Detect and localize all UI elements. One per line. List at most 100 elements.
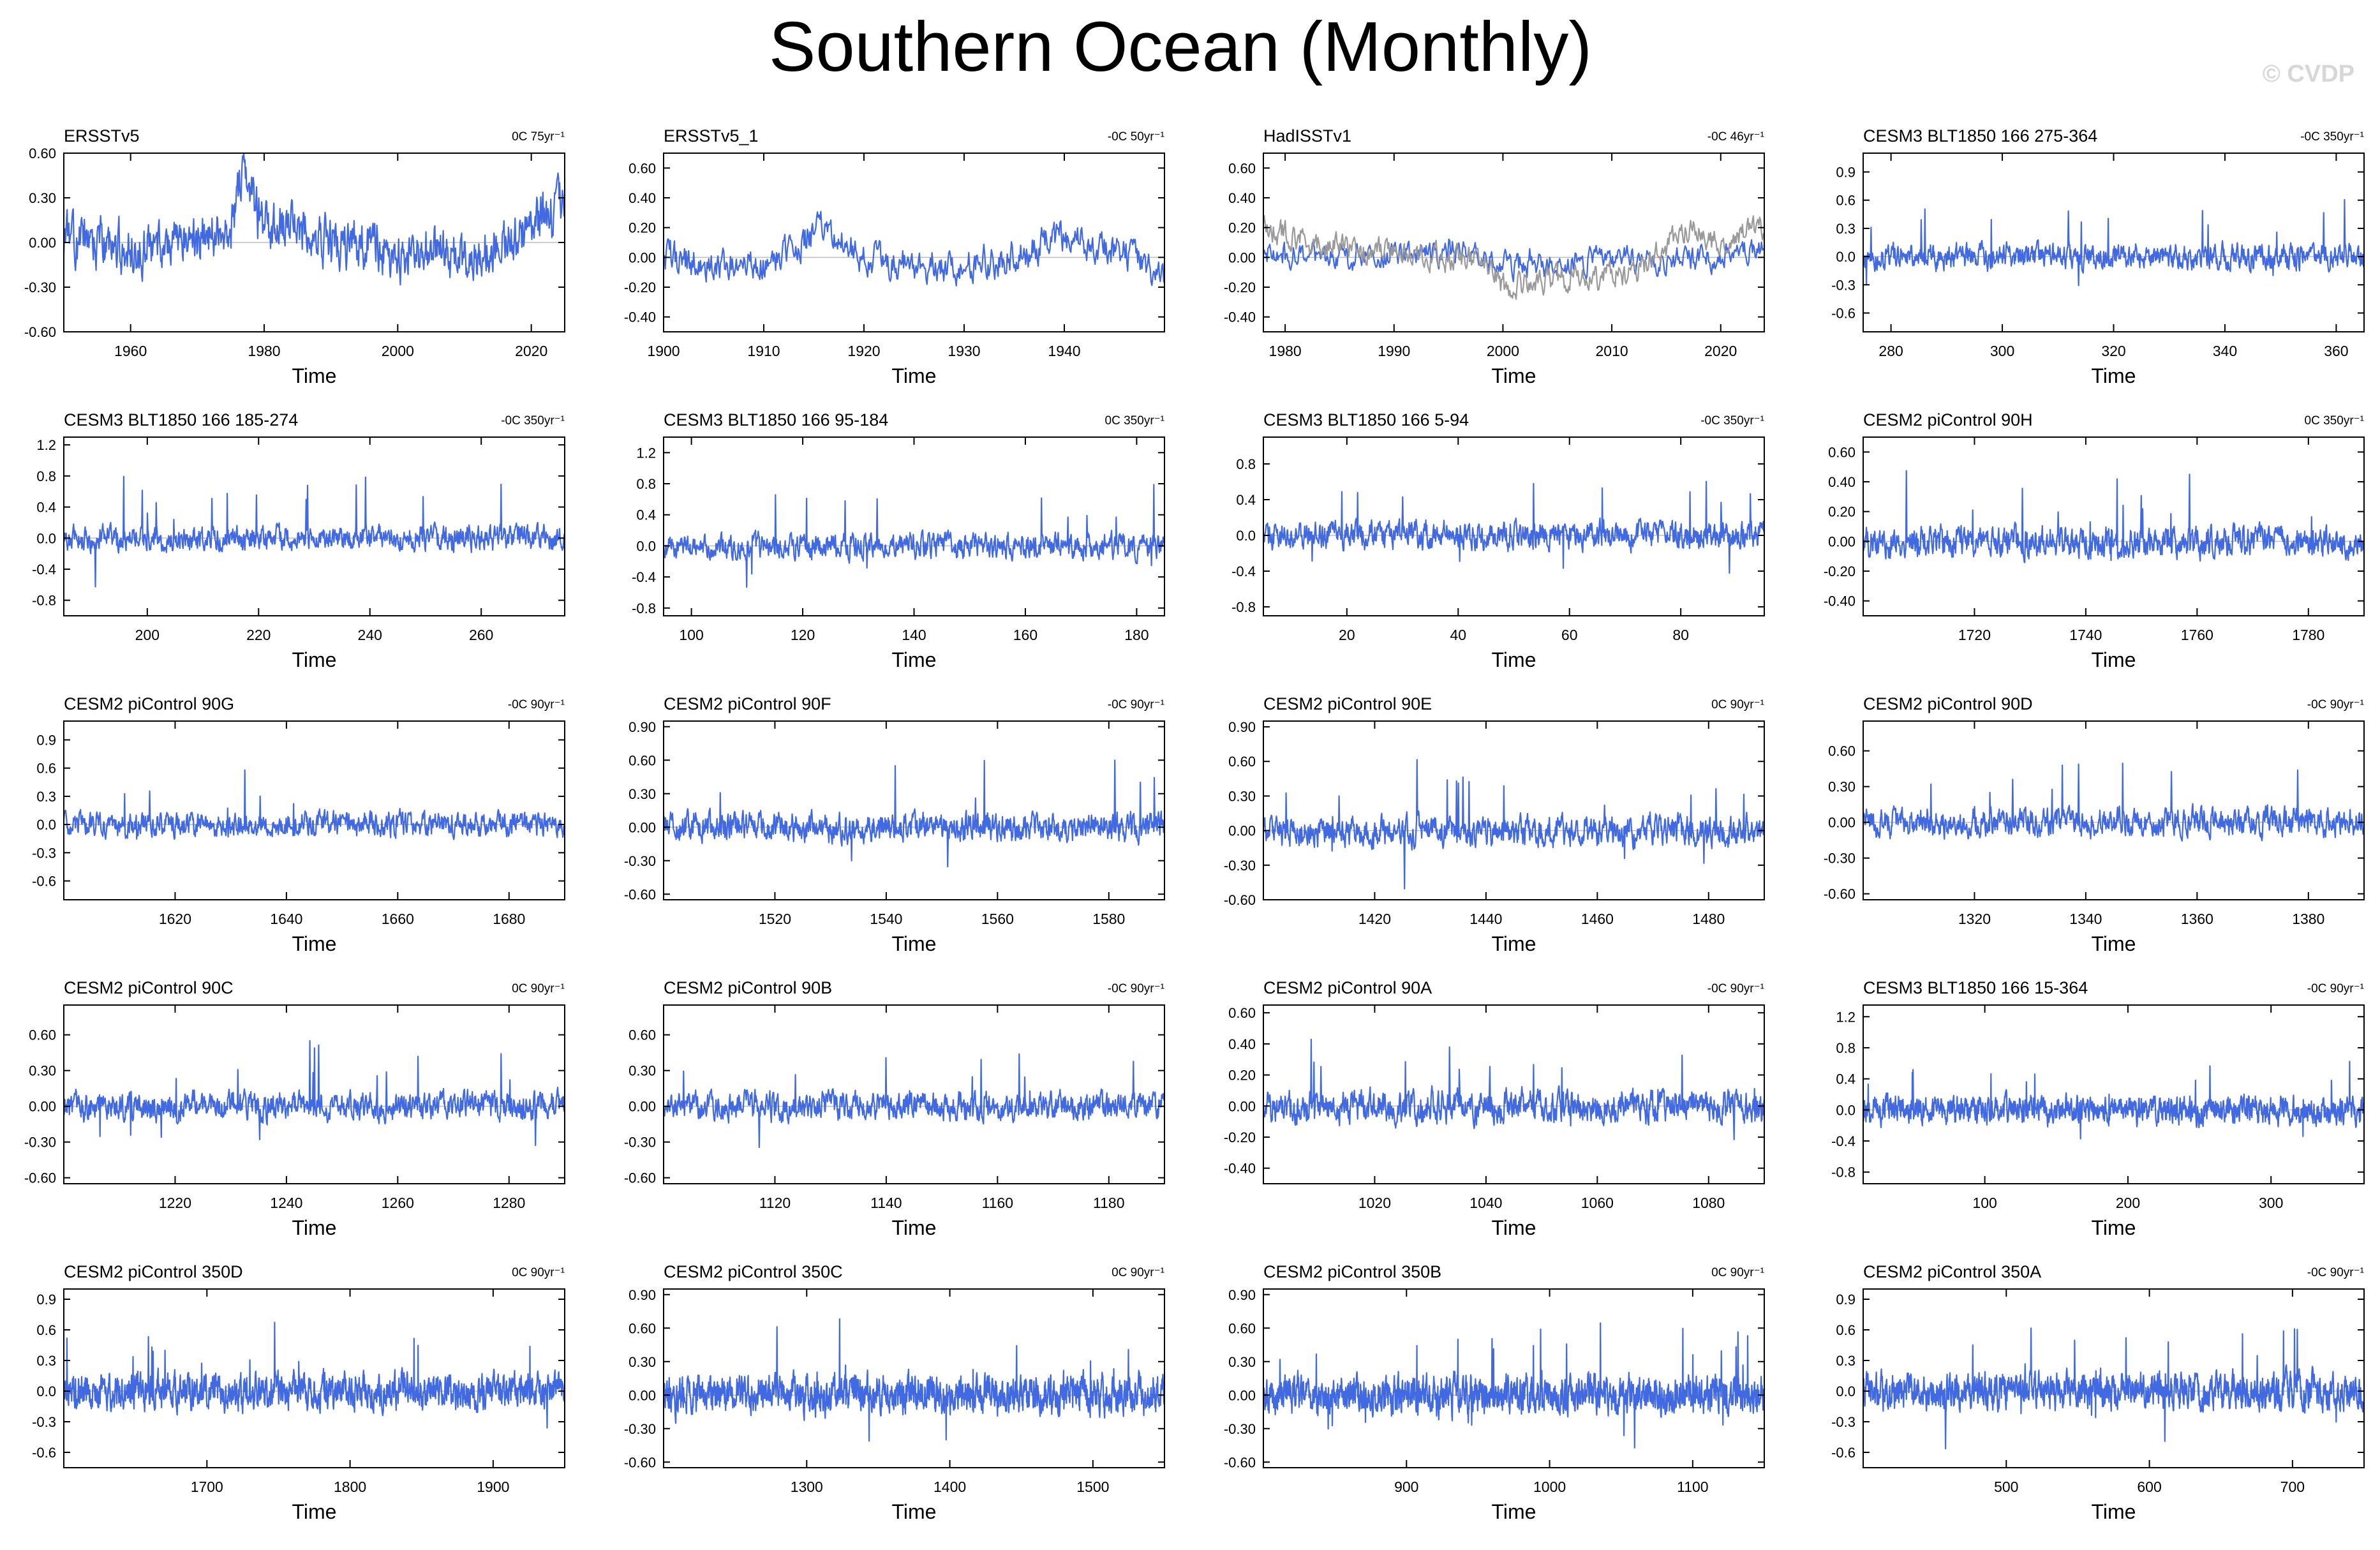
x-axis-label: Time (292, 364, 337, 387)
x-tick-label: 2000 (382, 343, 414, 359)
series-line (63, 475, 565, 588)
x-axis-label: Time (1492, 1216, 1536, 1239)
plot-frame (1263, 720, 1765, 900)
y-tick-label: 0.60 (628, 1027, 656, 1043)
y-tick-label: 0.9 (1836, 164, 1856, 180)
y-tick-label: 0.20 (1228, 1068, 1256, 1084)
y-tick-label: 0.6 (36, 1322, 56, 1338)
x-tick-label: 1300 (791, 1479, 823, 1495)
y-tick-label: 0.8 (36, 468, 56, 484)
y-tick-label: 0.00 (628, 250, 656, 265)
plot-frame (63, 1004, 565, 1184)
x-tick-label: 700 (2280, 1479, 2305, 1495)
x-tick-label: 1930 (948, 343, 980, 359)
y-tick-label: 0.9 (36, 1292, 56, 1308)
series-line (1262, 1322, 1766, 1449)
x-tick-label: 160 (1013, 627, 1038, 643)
x-axis-label: Time (292, 1216, 337, 1239)
trend-label: 0C 90yr⁻¹ (1711, 1266, 1764, 1279)
x-tick-label: 40 (1450, 627, 1466, 643)
y-tick-label: 0.90 (1228, 1287, 1256, 1303)
y-tick-label: -0.30 (624, 853, 656, 869)
series-line (63, 1322, 566, 1429)
y-tick-label: 0.60 (29, 145, 56, 161)
x-tick-label: 1080 (1692, 1195, 1725, 1211)
x-axis-label: Time (2092, 648, 2136, 671)
y-tick-label: 0.40 (1228, 190, 1256, 206)
x-tick-label: 320 (2101, 343, 2125, 359)
panel-11: CESM2 piControl 90E 0C 90yr⁻¹ -0.60 -0.30 0.… (1224, 694, 1766, 955)
trend-label: 0C 90yr⁻¹ (1112, 1266, 1164, 1279)
series-line (63, 769, 566, 840)
x-axis-label: Time (1492, 648, 1536, 671)
y-tick-label: -0.60 (624, 1454, 656, 1470)
x-tick-label: 1240 (270, 1195, 302, 1211)
trend-label: -0C 50yr⁻¹ (1108, 130, 1164, 144)
y-tick-label: 0.00 (628, 1387, 656, 1403)
panel-title: CESM2 piControl 350D (64, 1262, 243, 1281)
y-tick-label: 0.40 (1828, 474, 1856, 490)
series-line (662, 211, 1166, 287)
x-tick-label: 1760 (2181, 627, 2213, 643)
x-tick-label: 900 (1394, 1479, 1418, 1495)
panel-6: CESM3 BLT1850 166 95-184 0C 350yr⁻¹ -0.8 -0… (632, 410, 1165, 671)
y-tick-label: 0.90 (1228, 719, 1256, 735)
x-tick-label: 2010 (1596, 343, 1628, 359)
trend-label: -0C 46yr⁻¹ (1707, 130, 1764, 144)
y-tick-label: -0.40 (1824, 593, 1856, 609)
y-tick-label: -0.6 (32, 1445, 56, 1461)
panel-9: CESM2 piControl 90G -0C 90yr⁻¹ -0.6 -0.3 0.0… (32, 694, 566, 955)
panel-title: ERSSTv5_1 (664, 126, 759, 145)
x-axis-label: Time (292, 648, 337, 671)
x-tick-label: 1260 (382, 1195, 414, 1211)
plot-frame (1263, 436, 1765, 616)
series-line (1862, 1061, 2365, 1140)
y-tick-label: 0.30 (1828, 779, 1856, 795)
plot-frame (663, 720, 1165, 900)
x-tick-label: 1900 (477, 1479, 509, 1495)
y-tick-label: 0.00 (628, 819, 656, 835)
trend-label: 0C 350yr⁻¹ (1105, 414, 1164, 428)
series-line (63, 152, 566, 286)
series-line (1862, 762, 2365, 842)
y-tick-label: 0.3 (1836, 1353, 1856, 1369)
x-tick-label: 1700 (191, 1479, 223, 1495)
y-tick-label: 0.9 (36, 732, 56, 748)
y-tick-label: 0.00 (1228, 1387, 1256, 1403)
x-tick-label: 120 (791, 627, 815, 643)
x-tick-label: 1640 (270, 911, 302, 927)
panel-title: CESM3 BLT1850 166 185-274 (64, 410, 298, 429)
plot-frame (63, 720, 565, 900)
panel-7: CESM3 BLT1850 166 5-94 -0C 350yr⁻¹ -0.8 -0.… (1231, 410, 1766, 671)
y-tick-label: -0.60 (624, 886, 656, 902)
x-tick-label: 1040 (1469, 1195, 1502, 1211)
y-tick-label: -0.40 (624, 309, 656, 325)
x-tick-label: 1280 (493, 1195, 525, 1211)
x-axis-label: Time (2092, 364, 2136, 387)
y-tick-label: 0.30 (1228, 788, 1256, 804)
y-tick-label: 0.8 (636, 476, 656, 492)
y-tick-label: 0.0 (1836, 249, 1856, 265)
x-tick-label: 1580 (1092, 911, 1125, 927)
y-tick-label: 0.0 (1836, 1102, 1856, 1118)
x-axis-label: Time (1492, 1500, 1536, 1523)
x-tick-label: 1980 (248, 343, 280, 359)
plot-frame (63, 436, 565, 616)
plot-frame (1863, 1004, 2365, 1184)
y-tick-label: 0.00 (29, 235, 56, 251)
x-axis-label: Time (892, 364, 937, 387)
y-tick-label: 0.30 (1228, 1354, 1256, 1370)
x-tick-label: 500 (1994, 1479, 2018, 1495)
panel-title: CESM2 piControl 350C (664, 1262, 843, 1281)
x-tick-label: 1020 (1358, 1195, 1391, 1211)
y-tick-label: -0.60 (1224, 1454, 1256, 1470)
x-axis-label: Time (892, 648, 937, 671)
plot-frame (1863, 153, 2365, 332)
x-tick-label: 2000 (1487, 343, 1519, 359)
y-tick-label: 0.0 (1236, 528, 1256, 544)
panel-16: CESM3 BLT1850 166 15-364 -0C 90yr⁻¹ -0.8 -0… (1831, 978, 2365, 1239)
y-tick-label: 0.0 (636, 538, 656, 554)
panel-title: CESM2 piControl 90G (64, 694, 234, 713)
x-tick-label: 1160 (982, 1195, 1013, 1211)
